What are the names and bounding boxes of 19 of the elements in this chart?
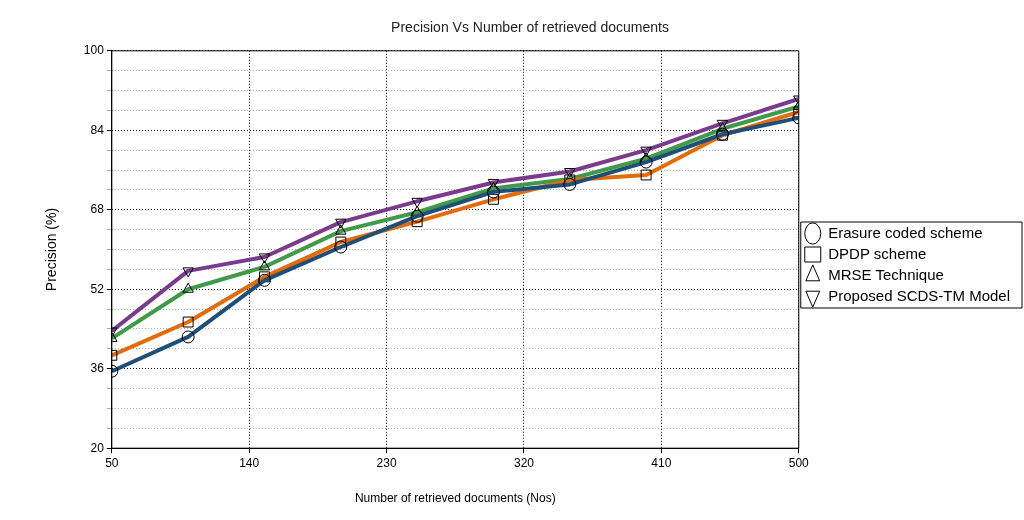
- y-axis-title: Precision (%): [43, 207, 60, 292]
- chart-title: Precision Vs Number of retrieved documents: [391, 19, 669, 36]
- y-tick-label: 100: [83, 43, 105, 58]
- legend-label: MRSE Technique: [828, 265, 944, 283]
- y-tick-label: 52: [90, 281, 105, 296]
- y-tick-label: 84: [90, 122, 105, 137]
- x-tick-label: 410: [651, 455, 672, 470]
- legend-label: DPDP scheme: [828, 244, 927, 262]
- legend-label: Erasure coded scheme: [828, 223, 983, 241]
- x-tick-label: 500: [788, 455, 810, 470]
- x-axis-title: Number of retrieved documents (Nos): [354, 491, 556, 506]
- y-tick-label: 68: [90, 202, 105, 217]
- legend-label: Proposed SCDS-TM Model: [828, 286, 1011, 304]
- x-tick-label: 140: [239, 455, 260, 470]
- y-tick-label: 36: [90, 361, 105, 376]
- x-tick-label: 50: [105, 455, 119, 470]
- x-tick-label: 320: [513, 455, 535, 470]
- x-tick-label: 230: [376, 455, 397, 470]
- y-tick-label: 20: [90, 440, 105, 455]
